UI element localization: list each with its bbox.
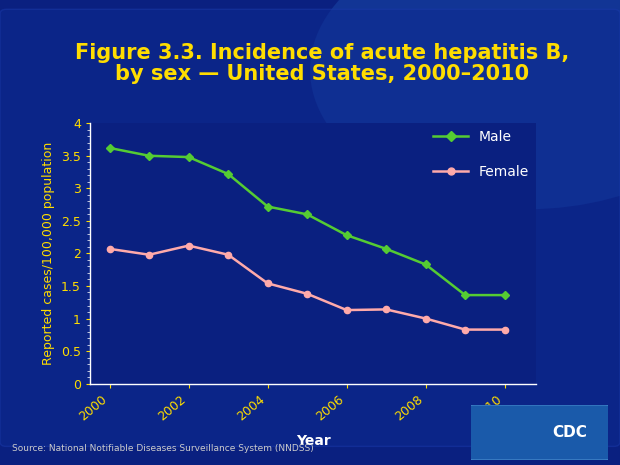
FancyBboxPatch shape — [467, 405, 612, 460]
Text: by sex — United States, 2000–2010: by sex — United States, 2000–2010 — [115, 64, 529, 85]
Y-axis label: Reported cases/100,000 population: Reported cases/100,000 population — [42, 142, 55, 365]
Text: Source: National Notifiable Diseases Surveillance System (NNDSS): Source: National Notifiable Diseases Sur… — [12, 445, 314, 453]
Ellipse shape — [310, 0, 620, 209]
Text: Figure 3.3. Incidence of acute hepatitis B,: Figure 3.3. Incidence of acute hepatitis… — [75, 43, 570, 64]
Text: CDC: CDC — [552, 425, 587, 440]
FancyBboxPatch shape — [0, 9, 620, 446]
X-axis label: Year: Year — [296, 434, 330, 448]
Legend: Male, Female: Male, Female — [433, 130, 529, 179]
